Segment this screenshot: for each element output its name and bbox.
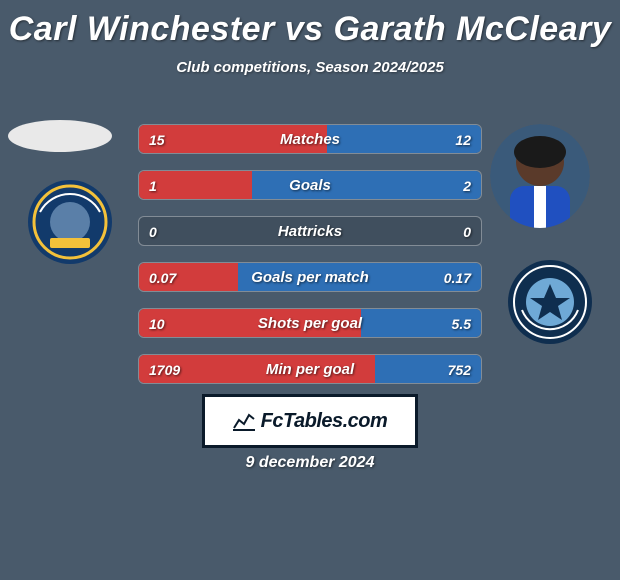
stat-row: 105.5Shots per goal [138,308,482,338]
subtitle: Club competitions, Season 2024/2025 [0,59,620,76]
player1-club-badge [20,178,120,266]
stat-row: 00Hattricks [138,216,482,246]
stat-row: 1512Matches [138,124,482,154]
stat-row: 0.070.17Goals per match [138,262,482,292]
page-title: Carl Winchester vs Garath McCleary [0,0,620,49]
stat-row: 1709752Min per goal [138,354,482,384]
footer-brand-badge: FcTables.com [202,394,418,448]
date-text: 9 december 2024 [0,454,620,472]
stat-row: 12Goals [138,170,482,200]
chart-icon [233,411,255,431]
stat-label: Min per goal [139,355,481,384]
player2-club-badge [500,258,600,346]
stats-comparison: 1512Matches 12Goals 00Hattricks 0.070.17Goa… [138,124,482,400]
player2-photo [490,124,590,228]
stat-label: Goals [139,171,481,200]
footer-brand-text: FcTables.com [261,410,388,433]
stat-label: Matches [139,125,481,154]
stat-label: Hattricks [139,217,481,246]
stat-label: Shots per goal [139,309,481,338]
player1-photo [8,120,112,152]
stat-label: Goals per match [139,263,481,292]
